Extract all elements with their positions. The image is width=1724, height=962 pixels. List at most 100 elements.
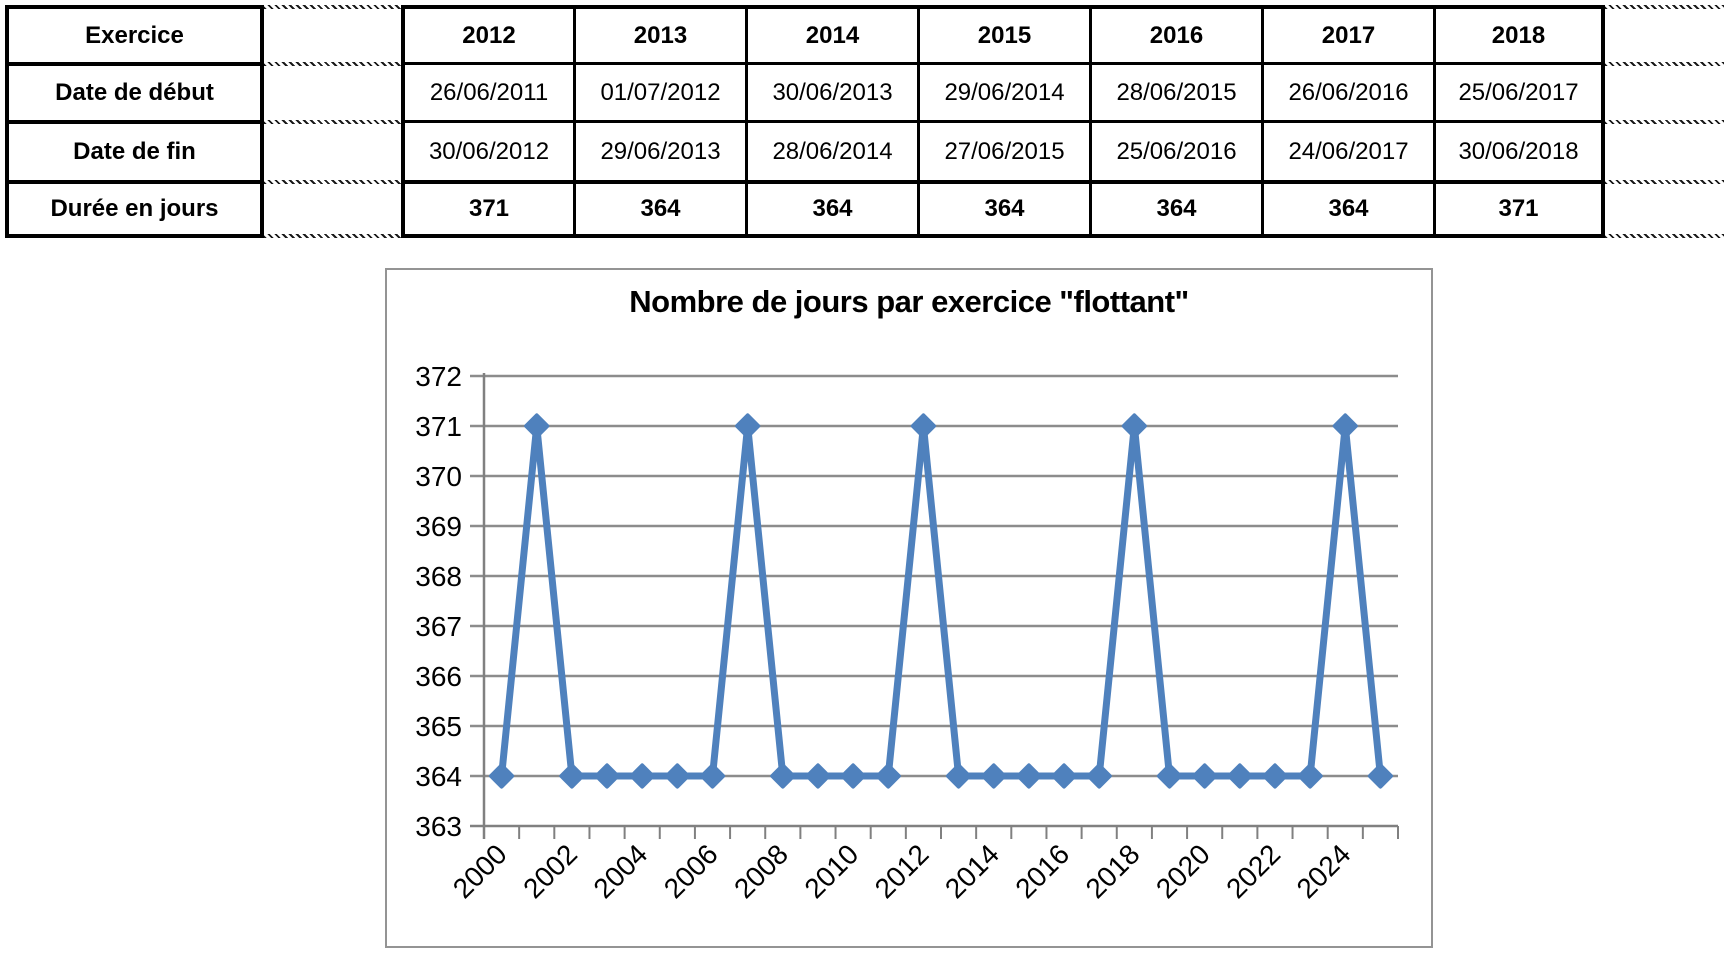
y-axis-label: 372: [415, 361, 462, 392]
x-axis-label-group: 2016: [1009, 838, 1075, 904]
fiscal-year-table: Exercice 2012 2013 2014 2015 2016 2017 2018 Date…: [5, 5, 1724, 238]
date-debut-cell: 26/06/2016: [1261, 62, 1433, 120]
data-point-marker: [488, 763, 515, 789]
table-corner-exercice: Exercice: [5, 5, 260, 62]
hidden-col-cell: [260, 62, 401, 120]
data-point-marker: [945, 763, 972, 789]
data-point-marker: [1332, 413, 1358, 439]
date-debut-cell: 29/06/2014: [917, 62, 1089, 120]
x-axis-label: 2016: [1009, 838, 1075, 904]
duree-cell: 364: [1261, 180, 1433, 238]
data-point-marker: [1192, 763, 1218, 789]
data-point-marker: [735, 413, 761, 439]
year-header: 2018: [1433, 5, 1605, 62]
year-header: 2013: [573, 5, 745, 62]
x-axis-label: 2010: [798, 838, 864, 904]
date-fin-cell: 27/06/2015: [917, 120, 1089, 180]
x-axis-label: 2024: [1291, 838, 1357, 904]
date-fin-cell: 28/06/2014: [745, 120, 917, 180]
hidden-col-cell: [260, 5, 401, 62]
data-point-marker: [875, 763, 901, 789]
data-point-marker: [770, 763, 796, 789]
x-axis-label: 2006: [658, 838, 724, 904]
duree-cell: 371: [401, 180, 573, 238]
x-axis-label-group: 2012: [869, 838, 935, 904]
x-axis-label: 2000: [447, 838, 513, 904]
date-debut-cell: 26/06/2011: [401, 62, 573, 120]
date-debut-cell: 01/07/2012: [573, 62, 745, 120]
hidden-col-cell: [1605, 62, 1724, 120]
x-axis-label: 2018: [1080, 838, 1146, 904]
hidden-col-cell: [1605, 180, 1724, 238]
hidden-col-cell: [1605, 120, 1724, 180]
data-point-marker: [559, 763, 585, 789]
data-point-marker: [1051, 763, 1077, 789]
x-axis-label-group: 2010: [798, 838, 864, 904]
duree-cell: 364: [1089, 180, 1261, 238]
chart-title: Nombre de jours par exercice "flottant": [629, 284, 1189, 319]
data-point-marker: [699, 763, 726, 789]
date-fin-cell: 30/06/2012: [401, 120, 573, 180]
data-point-marker: [1121, 413, 1147, 439]
x-axis-label-group: 2006: [658, 838, 724, 904]
duree-cell: 364: [745, 180, 917, 238]
data-point-marker: [594, 763, 620, 789]
x-axis-label-group: 2004: [587, 838, 653, 904]
x-axis-label: 2012: [869, 838, 935, 904]
duree-cell: 371: [1433, 180, 1605, 238]
series-line: [498, 422, 1384, 780]
y-axis-label: 367: [415, 611, 462, 642]
data-point-marker: [524, 413, 550, 439]
x-axis-label: 2004: [587, 838, 653, 904]
x-axis-label-group: 2000: [447, 838, 513, 904]
y-axis-label: 368: [415, 561, 462, 592]
x-axis-label-group: 2020: [1150, 838, 1216, 904]
duree-cell: 364: [917, 180, 1089, 238]
hidden-col-cell: [260, 120, 401, 180]
date-fin-cell: 30/06/2018: [1433, 120, 1605, 180]
duree-cell: 364: [573, 180, 745, 238]
hidden-col-cell: [1605, 5, 1724, 62]
x-axis-label: 2014: [939, 838, 1005, 904]
data-point-marker: [981, 763, 1007, 789]
x-axis-label-group: 2002: [517, 838, 583, 904]
x-axis-label-group: 2008: [728, 838, 794, 904]
y-axis-label: 366: [415, 661, 462, 692]
x-axis-label-group: 2024: [1291, 838, 1357, 904]
data-point-marker: [1086, 763, 1112, 789]
date-debut-cell: 25/06/2017: [1433, 62, 1605, 120]
data-point-marker: [1016, 763, 1042, 789]
x-axis-label: 2020: [1150, 838, 1216, 904]
year-header: 2017: [1261, 5, 1433, 62]
x-axis-label-group: 2014: [939, 838, 1005, 904]
date-fin-cell: 25/06/2016: [1089, 120, 1261, 180]
data-point-marker: [1156, 763, 1183, 789]
row-label-duree: Durée en jours: [5, 180, 260, 238]
data-point-marker: [1367, 763, 1394, 789]
data-point-marker: [629, 763, 655, 789]
y-axis-label: 364: [415, 761, 462, 792]
year-header: 2015: [917, 5, 1089, 62]
x-axis-label: 2008: [728, 838, 794, 904]
date-debut-cell: 28/06/2015: [1089, 62, 1261, 120]
row-label-date-fin: Date de fin: [5, 120, 260, 180]
date-debut-cell: 30/06/2013: [745, 62, 917, 120]
data-point-marker: [1262, 763, 1288, 789]
y-axis-label: 371: [415, 411, 462, 442]
y-axis-label: 365: [415, 711, 462, 742]
data-point-marker: [805, 763, 831, 789]
x-axis-label: 2002: [517, 838, 583, 904]
date-fin-cell: 29/06/2013: [573, 120, 745, 180]
y-axis-label: 369: [415, 511, 462, 542]
data-point-marker: [1297, 763, 1323, 789]
data-point-marker: [1227, 763, 1253, 789]
chart: Nombre de jours par exercice "flottant" …: [385, 268, 1433, 948]
x-axis-label-group: 2022: [1220, 838, 1286, 904]
year-header: 2016: [1089, 5, 1261, 62]
data-point-marker: [840, 763, 866, 789]
x-axis-label: 2022: [1220, 838, 1286, 904]
date-fin-cell: 24/06/2017: [1261, 120, 1433, 180]
data-point-marker: [910, 413, 937, 439]
